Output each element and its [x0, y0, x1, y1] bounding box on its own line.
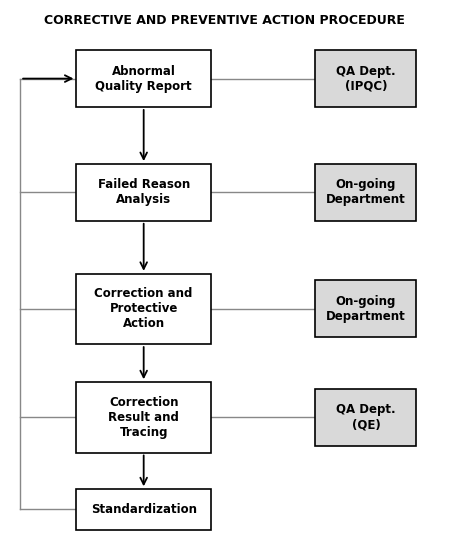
- FancyBboxPatch shape: [76, 489, 211, 530]
- FancyBboxPatch shape: [315, 389, 416, 446]
- Text: Failed Reason
Analysis: Failed Reason Analysis: [97, 178, 190, 207]
- FancyBboxPatch shape: [76, 50, 211, 107]
- FancyBboxPatch shape: [315, 164, 416, 221]
- Text: QA Dept.
(IPQC): QA Dept. (IPQC): [336, 64, 396, 93]
- Text: Abnormal
Quality Report: Abnormal Quality Report: [95, 64, 192, 93]
- Text: On-going
Department: On-going Department: [326, 178, 406, 207]
- Text: QA Dept.
(QE): QA Dept. (QE): [336, 403, 396, 431]
- FancyBboxPatch shape: [315, 50, 416, 107]
- Text: Correction
Result and
Tracing: Correction Result and Tracing: [108, 396, 179, 439]
- FancyBboxPatch shape: [76, 382, 211, 453]
- Text: Correction and
Protective
Action: Correction and Protective Action: [94, 287, 193, 331]
- FancyBboxPatch shape: [76, 274, 211, 344]
- FancyBboxPatch shape: [76, 164, 211, 221]
- Text: Standardization: Standardization: [91, 503, 197, 516]
- Text: On-going
Department: On-going Department: [326, 295, 406, 323]
- FancyBboxPatch shape: [315, 281, 416, 337]
- Text: CORRECTIVE AND PREVENTIVE ACTION PROCEDURE: CORRECTIVE AND PREVENTIVE ACTION PROCEDU…: [44, 14, 405, 27]
